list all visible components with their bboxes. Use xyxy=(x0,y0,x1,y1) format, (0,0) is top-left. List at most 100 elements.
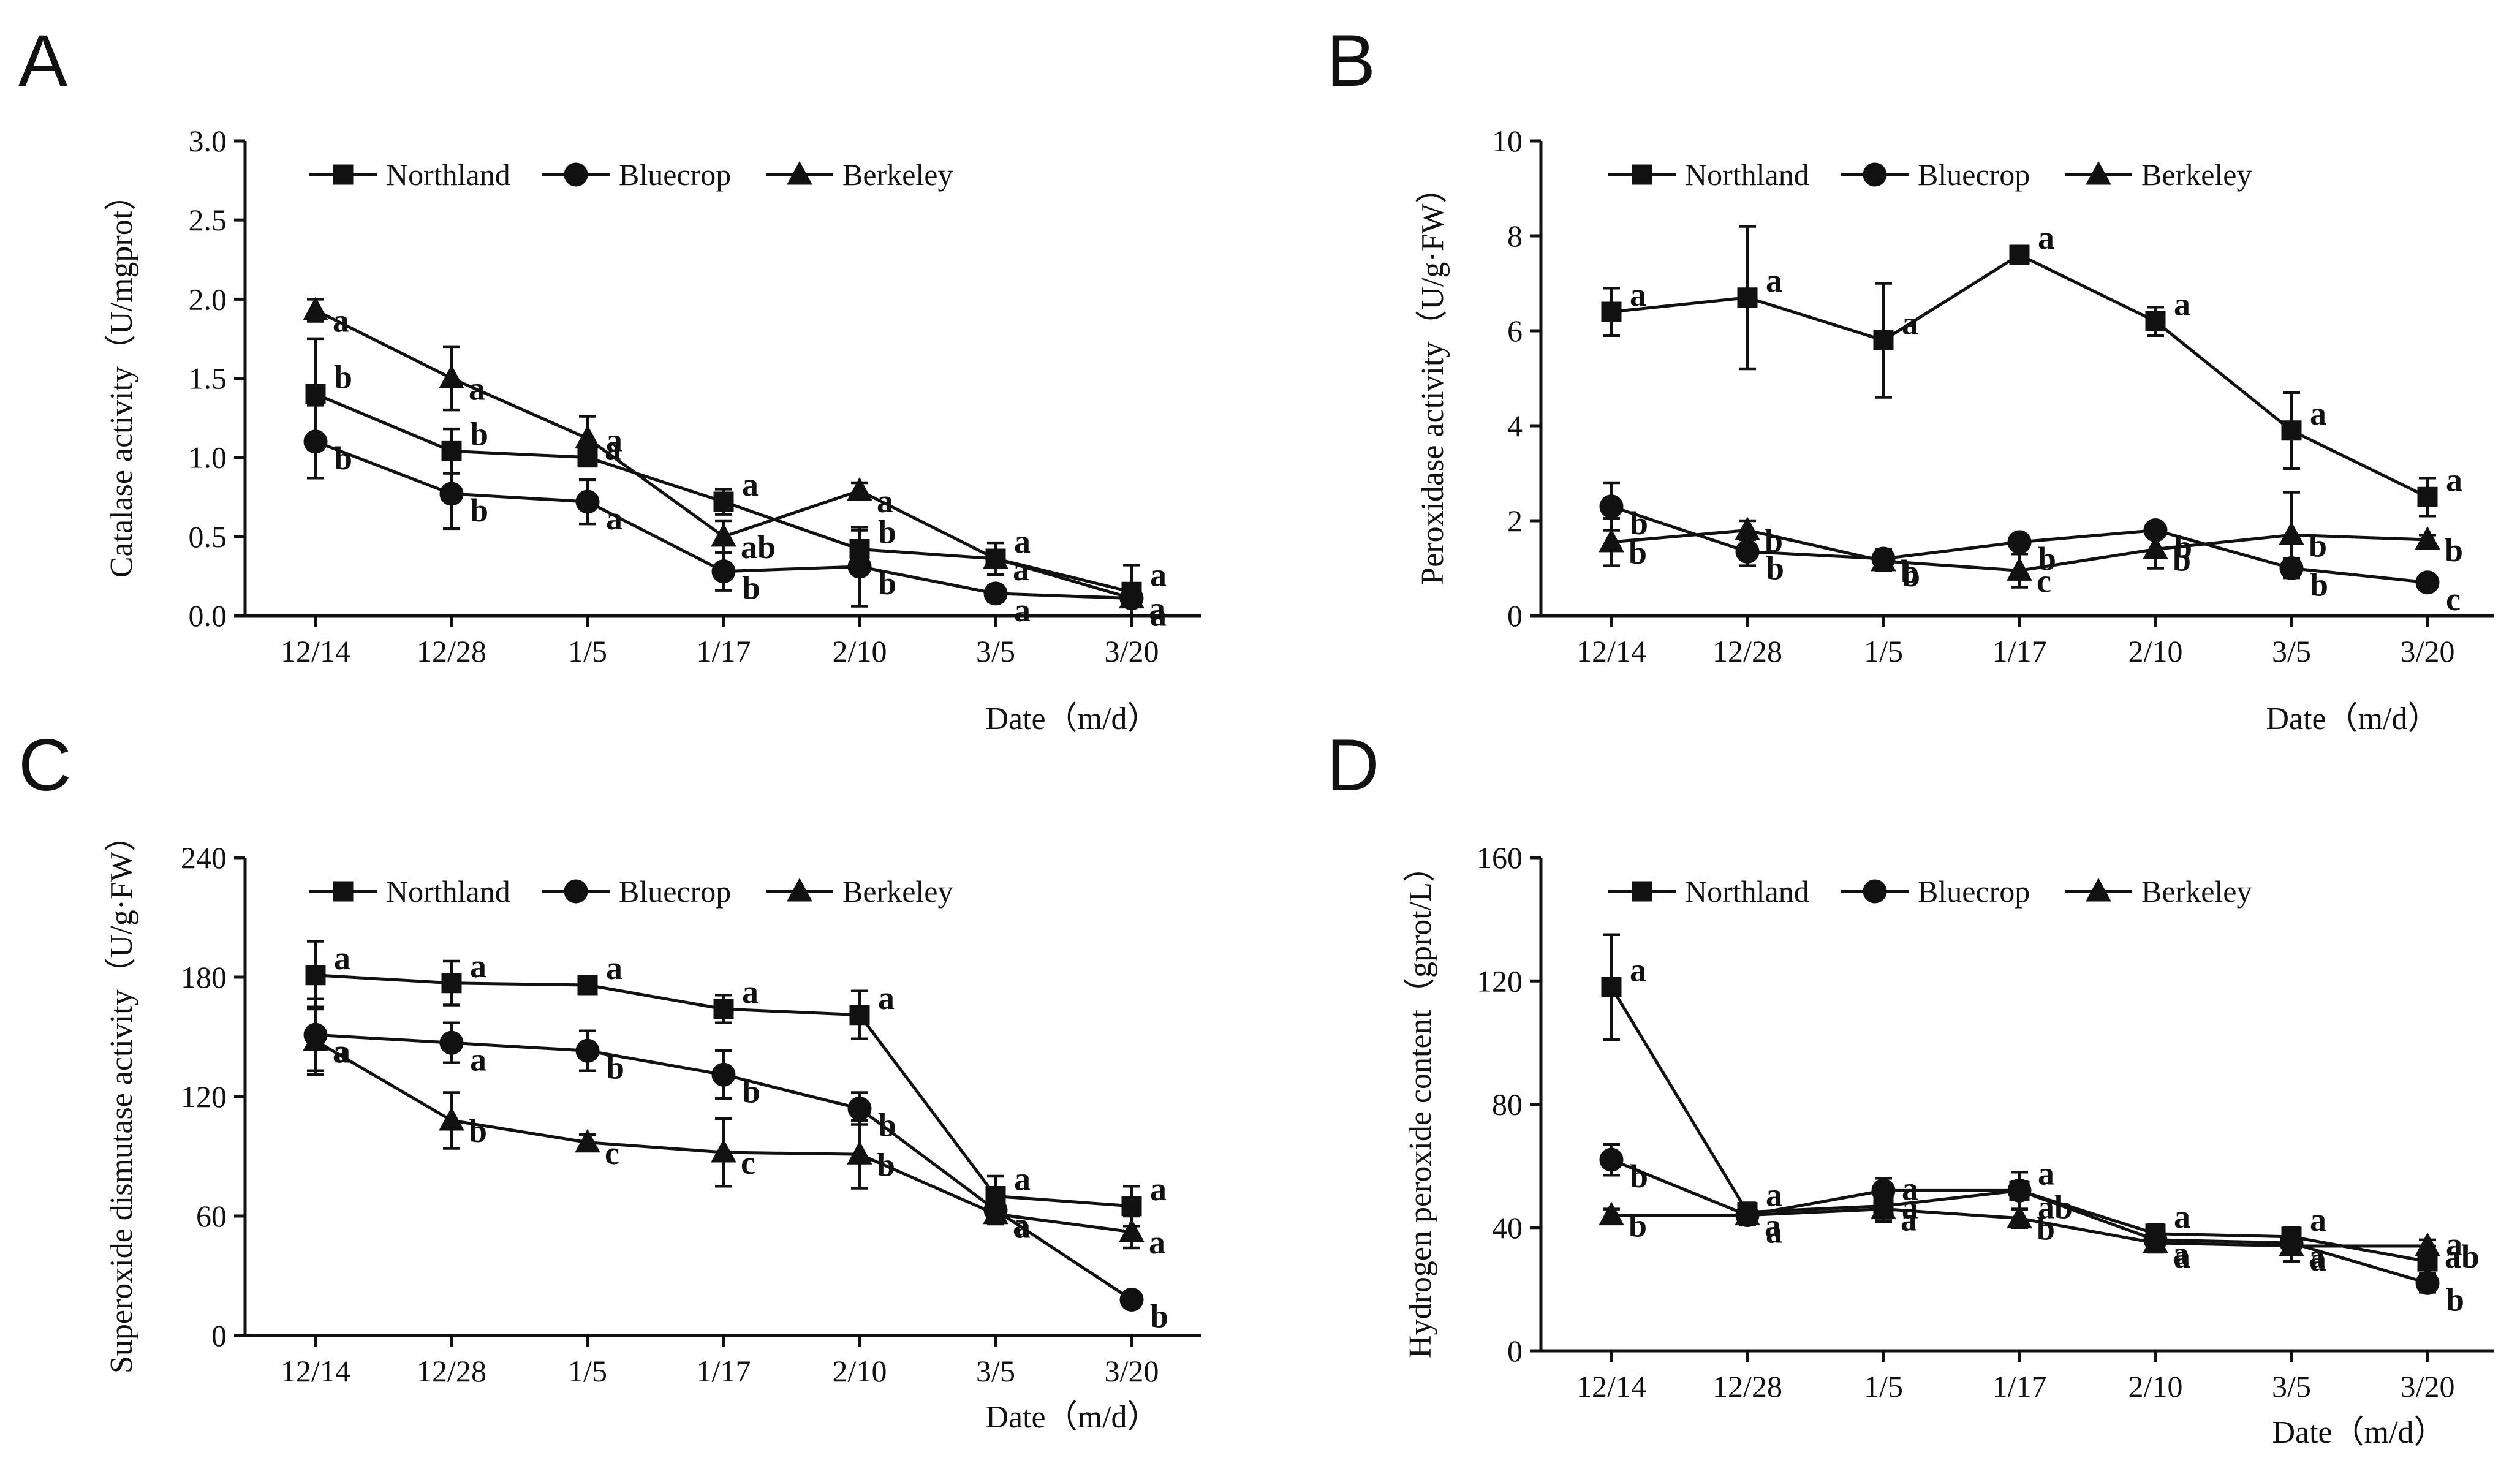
x-tick-label-c: 1/5 xyxy=(568,1354,607,1388)
significance-label-b: a xyxy=(2446,461,2462,498)
significance-label-d: b xyxy=(1629,1207,1647,1244)
y-tick-label-a: 2.0 xyxy=(189,282,227,316)
y-axis-title-a: Catalase activity（U/mgprot） xyxy=(104,179,139,578)
data-point-b-berkeley xyxy=(2279,521,2304,545)
data-point-d-northland xyxy=(1601,977,1622,997)
x-tick-label-b: 1/17 xyxy=(1992,634,2047,668)
significance-label-d: a xyxy=(1902,1188,1918,1225)
x-tick-label-a: 3/5 xyxy=(976,634,1015,668)
significance-label-d: a xyxy=(2174,1198,2190,1235)
x-tick-label-d: 1/17 xyxy=(1992,1369,2047,1404)
significance-label-c: a xyxy=(334,1033,350,1070)
significance-label-d: a xyxy=(1902,1171,1918,1207)
data-point-b-bluecrop xyxy=(2007,530,2032,554)
significance-label-d: b xyxy=(2037,1211,2055,1247)
y-tick-label-d: 80 xyxy=(1492,1087,1523,1122)
legend-label-b: Bluecrop xyxy=(1918,157,2030,192)
y-tick-label-b: 6 xyxy=(1507,314,1523,348)
significance-label-a: a xyxy=(1014,592,1031,629)
data-point-d-bluecrop xyxy=(2415,1271,2440,1295)
significance-label-d: a xyxy=(2310,1201,2326,1238)
significance-label-b: a xyxy=(2174,286,2190,323)
data-point-b-northland xyxy=(1873,330,1894,350)
data-point-c-bluecrop xyxy=(439,1030,464,1055)
x-tick-label-b: 12/28 xyxy=(1712,634,1782,668)
data-point-c-northland xyxy=(713,999,734,1019)
y-tick-label-a: 0.5 xyxy=(189,520,227,554)
x-axis-title-c: Date（m/d） xyxy=(985,1400,1159,1435)
legend-marker-d xyxy=(1863,879,1887,904)
legend-label-c: Northland xyxy=(386,874,510,909)
significance-label-c: a xyxy=(878,980,895,1016)
significance-label-a: b xyxy=(878,565,896,602)
significance-label-b: b xyxy=(2173,542,2191,578)
significance-label-b: b xyxy=(1766,550,1784,586)
data-point-a-bluecrop xyxy=(847,554,872,579)
legend-label-d: Northland xyxy=(1685,874,1809,909)
data-point-c-berkeley xyxy=(847,1141,872,1165)
legend-label-c: Bluecrop xyxy=(619,874,731,909)
data-point-a-berkeley xyxy=(1119,584,1145,609)
x-tick-label-c: 2/10 xyxy=(833,1354,887,1388)
significance-label-a: a xyxy=(605,431,621,467)
significance-label-c: b xyxy=(742,1073,760,1109)
data-point-a-berkeley xyxy=(847,477,872,501)
x-tick-label-a: 2/10 xyxy=(833,634,887,668)
significance-label-b: b xyxy=(1765,523,1783,559)
legend-label-d: Berkeley xyxy=(2141,874,2252,909)
legend-label-b: Berkeley xyxy=(2141,157,2252,192)
y-axis-title-b: Peroxidase activity（U/g·FW） xyxy=(1415,172,1450,584)
data-point-a-berkeley xyxy=(711,523,736,547)
significance-label-a: a xyxy=(1014,523,1031,560)
data-point-d-berkeley xyxy=(2279,1232,2304,1256)
significance-label-b: b xyxy=(2445,532,2463,569)
y-tick-label-d: 120 xyxy=(1477,964,1523,998)
y-tick-label-a: 2.5 xyxy=(189,203,227,237)
data-point-a-bluecrop xyxy=(711,559,736,584)
x-tick-label-b: 12/14 xyxy=(1576,634,1646,668)
significance-label-c: b xyxy=(1150,1298,1168,1335)
y-tick-label-d: 0 xyxy=(1507,1334,1523,1368)
significance-label-b: b xyxy=(2310,567,2328,603)
significance-label-c: b xyxy=(606,1049,624,1086)
x-tick-label-b: 2/10 xyxy=(2128,634,2183,668)
x-tick-label-c: 3/20 xyxy=(1105,1354,1159,1388)
significance-label-c: a xyxy=(606,950,622,986)
data-point-c-berkeley xyxy=(303,1027,328,1051)
significance-label-b: b xyxy=(1901,553,1919,590)
data-point-c-bluecrop xyxy=(847,1097,872,1120)
data-point-d-bluecrop xyxy=(2007,1178,2032,1203)
y-tick-label-c: 0 xyxy=(211,1318,227,1353)
significance-label-a: b xyxy=(742,570,760,606)
significance-label-c: a xyxy=(1013,1206,1029,1243)
legend-marker-c xyxy=(333,881,354,902)
significance-label-a: a xyxy=(1150,597,1167,633)
data-point-b-berkeley xyxy=(1599,528,1624,553)
x-tick-label-c: 1/17 xyxy=(697,1354,751,1388)
data-point-c-berkeley xyxy=(575,1128,600,1153)
y-tick-label-c: 240 xyxy=(181,841,227,875)
y-tick-label-c: 120 xyxy=(181,1079,227,1114)
data-point-b-bluecrop xyxy=(1735,539,1760,564)
x-tick-label-d: 2/10 xyxy=(2128,1369,2183,1404)
significance-label-d: a xyxy=(1766,1214,1782,1250)
y-tick-label-b: 2 xyxy=(1507,504,1523,538)
legend-marker-d xyxy=(1632,881,1652,902)
data-point-b-northland xyxy=(2417,486,2438,507)
data-point-a-northland xyxy=(713,491,734,512)
significance-label-a: a xyxy=(469,371,485,407)
data-point-b-northland xyxy=(1601,301,1622,322)
significance-label-d: b xyxy=(1630,1158,1648,1195)
data-point-d-berkeley xyxy=(2143,1229,2168,1253)
legend-label-c: Berkeley xyxy=(842,874,953,909)
x-axis-title-a: Date（m/d） xyxy=(985,701,1159,736)
legend-marker-a xyxy=(333,164,354,185)
significance-label-d: a xyxy=(2446,1226,2462,1263)
significance-label-b: b xyxy=(2309,527,2327,564)
data-point-b-bluecrop xyxy=(1599,494,1624,519)
x-tick-label-a: 12/28 xyxy=(417,634,486,668)
significance-label-a: b xyxy=(334,358,352,395)
significance-label-a: a xyxy=(1150,556,1167,593)
significance-label-a: a xyxy=(333,302,349,339)
